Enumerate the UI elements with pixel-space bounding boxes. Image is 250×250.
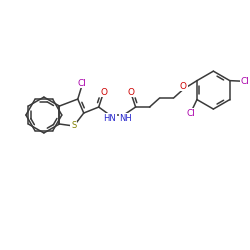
Text: Cl: Cl bbox=[241, 77, 250, 86]
Text: O: O bbox=[127, 88, 134, 96]
Text: O: O bbox=[180, 82, 187, 90]
Text: O: O bbox=[180, 82, 187, 90]
Text: HN: HN bbox=[103, 114, 116, 122]
Text: Cl: Cl bbox=[187, 108, 196, 118]
Text: O: O bbox=[100, 88, 107, 96]
Text: NH: NH bbox=[119, 114, 132, 122]
Text: S: S bbox=[71, 122, 76, 130]
Text: Cl: Cl bbox=[77, 78, 86, 88]
